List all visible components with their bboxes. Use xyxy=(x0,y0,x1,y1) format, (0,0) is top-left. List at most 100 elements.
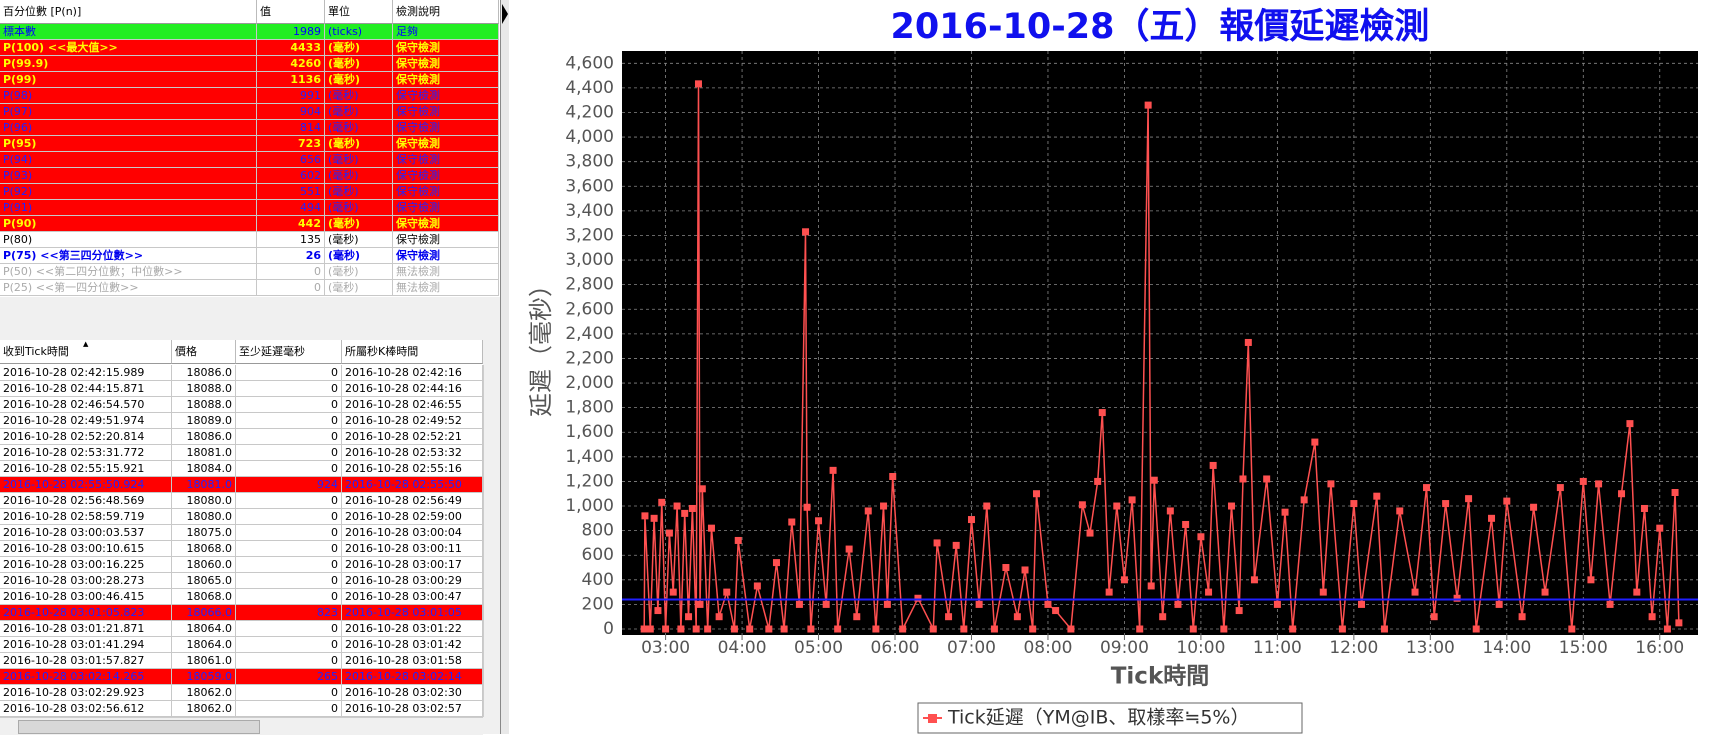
y-tick-label: 3,800 xyxy=(565,152,614,172)
table-cell: 18064.0 xyxy=(172,637,236,653)
table-cell: (毫秒) xyxy=(325,168,393,184)
x-tick-label: 14:00 xyxy=(1482,638,1531,658)
data-point xyxy=(658,498,666,506)
data-point xyxy=(1595,480,1603,488)
data-point xyxy=(1021,566,1029,574)
table-cell: (毫秒) xyxy=(325,264,393,280)
table-cell: 足夠 xyxy=(393,24,499,40)
data-point xyxy=(654,607,662,615)
x-tick-label: 03:00 xyxy=(641,638,690,658)
header-cell: 至少延遲毫秒 xyxy=(236,340,342,364)
y-axis-label: 延遲（毫秒） xyxy=(527,273,555,417)
x-tick-label: 06:00 xyxy=(871,638,920,658)
scroll-thumb[interactable] xyxy=(18,720,260,734)
splitter-arrow[interactable] xyxy=(502,4,508,24)
data-point xyxy=(1568,625,1576,633)
chart-title: 2016-10-28（五）報價延遲檢測 xyxy=(891,6,1430,47)
table-cell: 18086.0 xyxy=(172,365,236,381)
table-cell: 18086.0 xyxy=(172,429,236,445)
table-cell: 0 xyxy=(236,637,342,653)
vertical-scrollbar[interactable] xyxy=(483,365,500,717)
table-cell: 2016-10-28 02:49:52 xyxy=(342,413,483,429)
data-point xyxy=(1289,625,1297,633)
table-cell: (毫秒) xyxy=(325,216,393,232)
y-tick-label: 3,000 xyxy=(565,250,614,270)
table-cell: 18062.0 xyxy=(172,685,236,701)
y-tick-label: 1,000 xyxy=(565,496,614,516)
header-cell: 單位 xyxy=(325,0,393,24)
data-point xyxy=(1205,588,1213,596)
table-cell: (毫秒) xyxy=(325,232,393,248)
data-point xyxy=(807,625,815,633)
data-point xyxy=(1128,496,1136,504)
data-point xyxy=(1250,576,1258,584)
table-cell: 保守檢測 xyxy=(393,216,499,232)
table-cell: (毫秒) xyxy=(325,104,393,120)
y-tick-label: 3,200 xyxy=(565,225,614,245)
data-point xyxy=(1189,625,1197,633)
y-tick-label: 2,000 xyxy=(565,373,614,393)
table-cell: 保守檢測 xyxy=(393,248,499,264)
table-cell: 2016-10-28 02:56:49 xyxy=(342,493,483,509)
table-cell: 2016-10-28 03:01:22 xyxy=(342,621,483,637)
data-point xyxy=(1174,600,1182,608)
data-point xyxy=(1518,613,1526,621)
table-cell: 2016-10-28 03:00:17 xyxy=(342,557,483,573)
header-cell: 所屬秒K棒時間 xyxy=(342,340,483,364)
table-cell: 2016-10-28 02:52:21 xyxy=(342,429,483,445)
data-point xyxy=(1094,477,1102,485)
left-panel: 百分位數 [P(n)] 值單位 檢測說明 標本數 1989 (ticks) 足夠 P(100)… xyxy=(0,0,501,735)
data-point xyxy=(698,485,706,493)
table-cell: 18084.0 xyxy=(172,461,236,477)
data-point xyxy=(1078,501,1086,509)
splitter[interactable] xyxy=(501,0,509,734)
data-point xyxy=(845,545,853,553)
data-point xyxy=(685,613,693,621)
table-cell: (毫秒) xyxy=(325,72,393,88)
data-point xyxy=(1029,625,1037,633)
table-cell: 18088.0 xyxy=(172,381,236,397)
data-point xyxy=(914,594,922,602)
y-tick-label: 200 xyxy=(582,594,614,614)
table-cell: 0 xyxy=(236,557,342,573)
x-axis-label: Tick時間 xyxy=(1111,664,1210,690)
y-tick-label: 1,600 xyxy=(565,422,614,442)
percentile-table: 百分位數 [P(n)] 值單位 檢測說明 標本數 1989 (ticks) 足夠 P(100)… xyxy=(0,0,500,297)
table-cell: 0 xyxy=(236,445,342,461)
table-cell: 0 xyxy=(236,413,342,429)
table-cell: 0 xyxy=(236,701,342,717)
data-point xyxy=(646,625,654,633)
table-cell: 2016-10-28 03:00:04 xyxy=(342,525,483,541)
data-point xyxy=(765,625,773,633)
data-point xyxy=(1423,484,1431,492)
table-cell: 保守檢測 xyxy=(393,168,499,184)
table-cell: 2016-10-28 03:00:11 xyxy=(342,541,483,557)
table-cell: 2016-10-28 03:01:05 xyxy=(342,605,483,621)
table-cell: 2016-10-28 03:01:42 xyxy=(342,637,483,653)
table-cell: 標本數 xyxy=(0,24,257,40)
data-point xyxy=(1136,625,1144,633)
data-point xyxy=(788,518,796,526)
table-cell: 18080.0 xyxy=(172,509,236,525)
table-cell: 18064.0 xyxy=(172,621,236,637)
table-cell: 18061.0 xyxy=(172,653,236,669)
data-point xyxy=(780,625,788,633)
table-cell: P(96) xyxy=(0,120,257,136)
table-cell: 18081.0 xyxy=(172,477,236,493)
data-point xyxy=(967,516,975,524)
table-cell: P(80) xyxy=(0,232,257,248)
horizontal-scrollbar[interactable] xyxy=(0,717,483,735)
y-tick-label: 2,200 xyxy=(565,348,614,368)
data-point xyxy=(1373,492,1381,500)
data-point xyxy=(1159,613,1167,621)
data-point xyxy=(669,588,677,596)
data-point xyxy=(1633,588,1641,596)
table-cell: P(95) xyxy=(0,136,257,152)
data-point xyxy=(715,613,723,621)
data-point xyxy=(1273,600,1281,608)
data-point xyxy=(772,559,780,567)
table-cell: 保守檢測 xyxy=(393,184,499,200)
data-point xyxy=(723,588,731,596)
table-cell: 18089.0 xyxy=(172,413,236,429)
